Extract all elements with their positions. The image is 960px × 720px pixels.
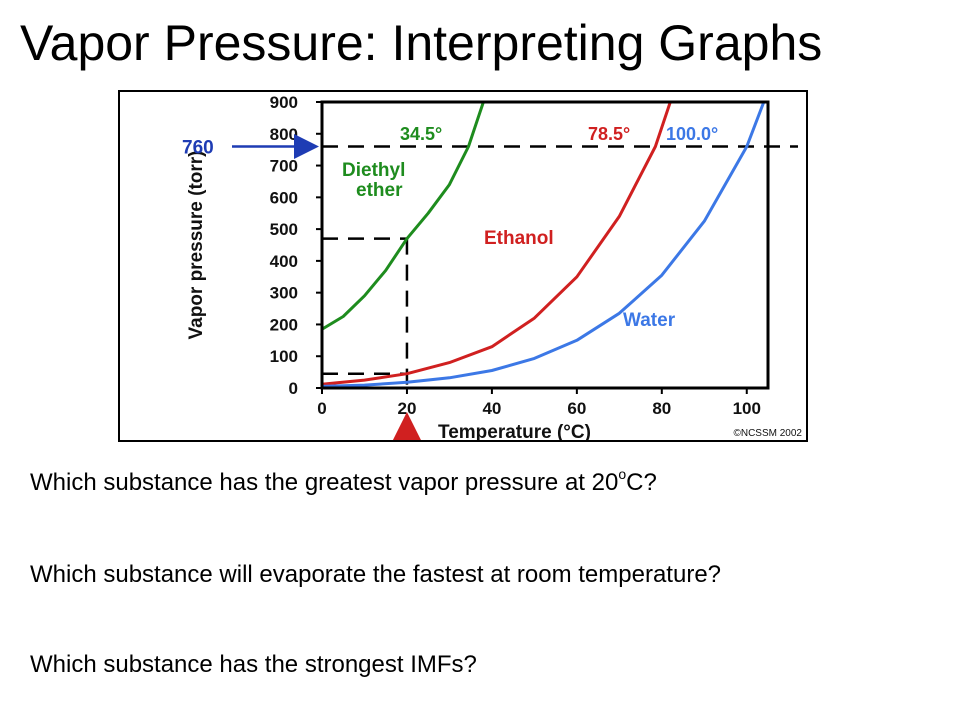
y-tick-label: 200: [270, 315, 298, 334]
boiling-point-label-ethanol: 78.5°: [588, 124, 630, 144]
question-strongest-imfs: Which substance has the strongest IMFs?: [30, 651, 477, 678]
x-tick-label: 20: [397, 399, 416, 418]
series-label-water: Water: [623, 310, 676, 331]
series-label-ethanol: Ethanol: [484, 228, 554, 249]
x-tick-label: 0: [317, 399, 326, 418]
y-tick-label: 800: [270, 125, 298, 144]
chart-frame: 0 100 200 300 400 500 600 700 800 900 0 20 40 60 80 100…: [118, 90, 808, 442]
y-tick-label: 300: [270, 284, 298, 303]
question-evaporate-fastest: Which substance will evaporate the faste…: [30, 561, 722, 588]
y-tick-label: 400: [270, 252, 298, 271]
series-label-ether: ether: [356, 180, 403, 201]
y-tick-label: 100: [270, 347, 298, 366]
reference-pressure-label: 760: [182, 137, 214, 158]
y-tick-label: 900: [270, 93, 298, 112]
vapor-pressure-chart: 0 100 200 300 400 500 600 700 800 900 0 20 40 60 80 100…: [182, 93, 802, 440]
series-label-diethyl: Diethyl: [342, 160, 405, 181]
y-tick-label: 600: [270, 188, 298, 207]
series-line-ethanol: [322, 101, 672, 386]
boiling-point-label-ether: 34.5°: [400, 124, 442, 144]
degree-superscript: o: [618, 466, 627, 482]
series-line-diethyl-ether: [322, 101, 485, 331]
x-tick-label: 60: [567, 399, 586, 418]
question-greatest-vapor-pressure: Which substance has the greatest vapor p…: [30, 466, 657, 497]
x-tick-label: 100: [733, 399, 761, 418]
x-tick-label: 40: [482, 399, 501, 418]
series-line-water: [322, 101, 766, 388]
y-tick-label: 500: [270, 220, 298, 239]
question-1-unit: C?: [626, 469, 657, 496]
y-tick-label: 0: [289, 379, 298, 398]
chart-credit: ©NCSSM 2002: [733, 428, 802, 439]
boiling-point-label-water: 100.0°: [666, 124, 718, 144]
question-1-text: Which substance has the greatest vapor p…: [30, 469, 619, 496]
y-tick-label: 700: [270, 157, 298, 176]
y-axis-label: Vapor pressure (torr): [186, 151, 207, 340]
x-axis-label: Temperature (°C): [438, 422, 591, 440]
x-tick-label: 80: [652, 399, 671, 418]
slide-title: Vapor Pressure: Interpreting Graphs: [20, 15, 823, 71]
plot-area-border: [320, 100, 770, 390]
